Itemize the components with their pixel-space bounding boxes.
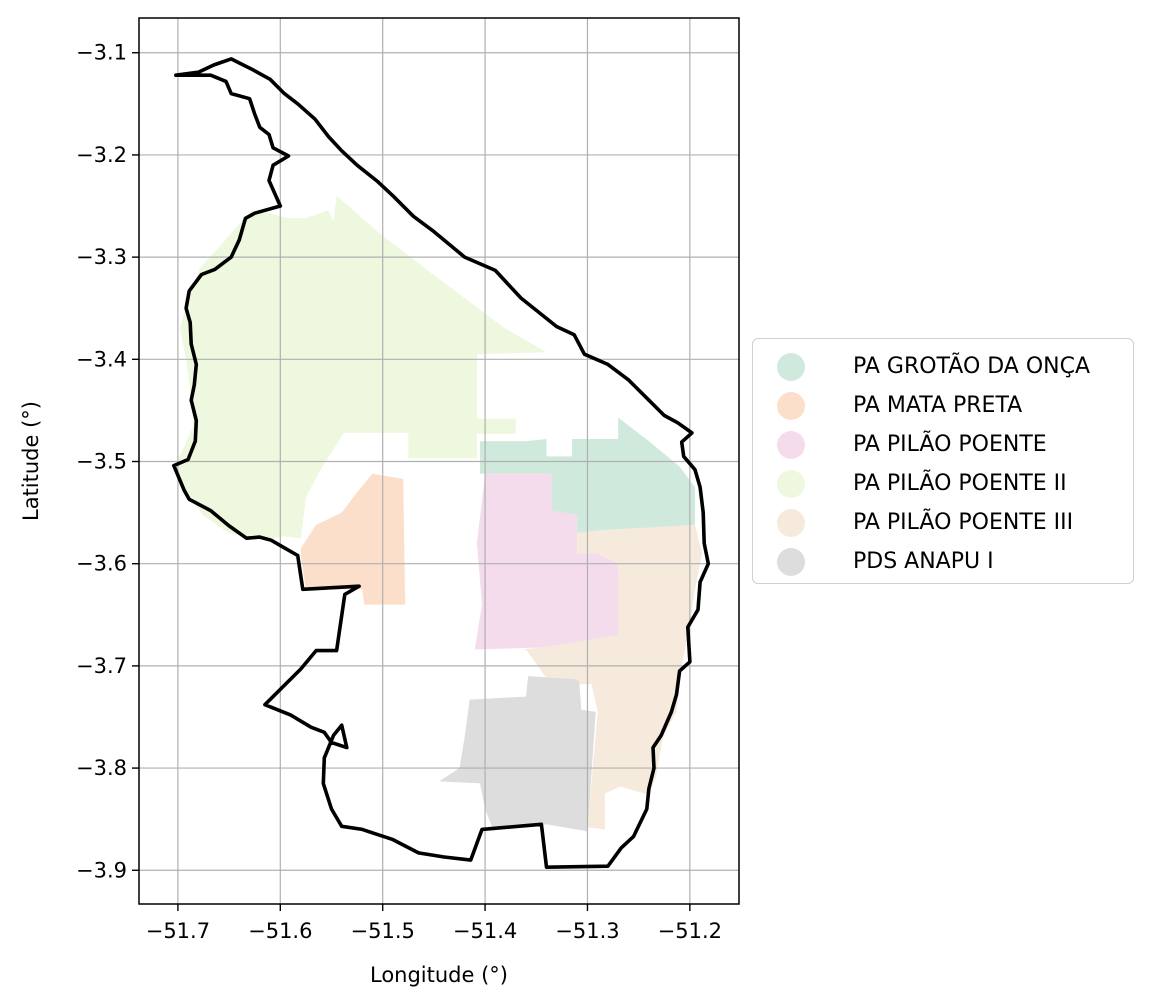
- y-tick-label-5: −3.6: [76, 552, 127, 576]
- y-tick-label-8: −3.9: [76, 858, 127, 882]
- legend-item: PA GROTÃO DA ONÇA: [767, 347, 1121, 386]
- legend-label: PA GROTÃO DA ONÇA: [853, 354, 1091, 379]
- legend-label: PDS ANAPU I: [853, 549, 994, 574]
- axis-ticks: −51.7 −51.6 −51.5 −51.4 −51.3 −51.2 −3.1 −3.2 −3…: [76, 41, 722, 943]
- legend-item: PA PILÃO POENTE II: [767, 464, 1121, 503]
- legend-item: PA MATA PRETA: [767, 386, 1121, 425]
- x-tick-label-5: −51.2: [658, 919, 722, 943]
- y-tick-label-1: −3.2: [76, 143, 127, 167]
- y-tick-label-2: −3.3: [76, 245, 127, 269]
- grid-lines: [139, 18, 739, 904]
- boundary-outline: [172, 57, 711, 870]
- region-pa-pil-o-poente: [474, 473, 621, 650]
- legend-swatch: [777, 430, 805, 459]
- legend-label: PA MATA PRETA: [853, 393, 1023, 418]
- x-tick-label-0: −51.7: [146, 919, 210, 943]
- legend-swatch: [777, 352, 805, 381]
- legend-label: PA PILÃO POENTE: [853, 432, 1047, 457]
- x-tick-label-4: −51.3: [555, 919, 619, 943]
- x-axis-label: Longitude (°): [370, 963, 508, 987]
- x-tick-label-3: −51.4: [453, 919, 517, 943]
- legend: PA GROTÃO DA ONÇA PA MATA PRETA PA PILÃO P…: [752, 338, 1134, 584]
- region-pa-pil-o-poente-iii: [520, 524, 703, 830]
- y-tick-label-7: −3.8: [76, 756, 127, 780]
- legend-item: PDS ANAPU I: [767, 542, 1121, 581]
- legend-swatch: [777, 391, 805, 420]
- region-pds-anapu-i: [439, 676, 596, 832]
- legend-item: PA PILÃO POENTE III: [767, 503, 1121, 542]
- municipality-boundary: [172, 57, 711, 870]
- x-tick-label-1: −51.6: [248, 919, 312, 943]
- legend-swatch: [777, 469, 805, 498]
- legend-swatch: [777, 508, 805, 537]
- legend-swatch: [777, 547, 805, 576]
- y-tick-label-3: −3.4: [76, 347, 127, 371]
- y-tick-label-6: −3.7: [76, 654, 127, 678]
- legend-label: PA PILÃO POENTE III: [853, 510, 1074, 535]
- y-tick-label-0: −3.1: [76, 41, 127, 65]
- region-pa-mata-preta: [300, 473, 406, 605]
- x-tick-label-2: −51.5: [351, 919, 415, 943]
- region-pa-pil-o-poente-ii: [173, 195, 547, 541]
- legend-label: PA PILÃO POENTE II: [853, 471, 1067, 496]
- y-axis-label: Latitude (°): [19, 401, 43, 521]
- legend-item: PA PILÃO POENTE: [767, 425, 1121, 464]
- y-tick-label-4: −3.5: [76, 450, 127, 474]
